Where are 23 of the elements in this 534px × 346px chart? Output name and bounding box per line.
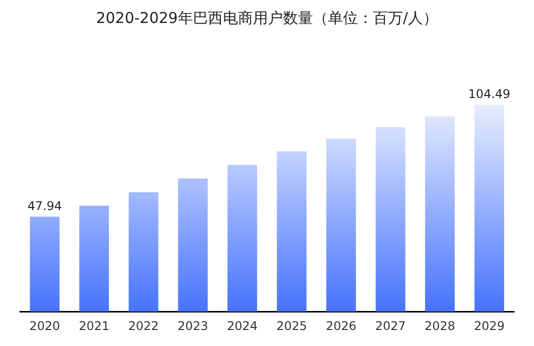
bar [276,151,307,312]
bar [425,116,455,312]
x-tick-label: 2023 [178,318,208,333]
x-tick-label: 2028 [424,318,456,333]
bar [79,206,109,312]
bar [474,104,504,312]
x-tick-label: 2029 [474,318,505,333]
x-tick-label: 2024 [227,318,258,333]
x-tick-label: 2027 [375,318,406,333]
chart-title: 2020-2029年巴西电商用户数量（单位：百万/人） [96,8,438,27]
data-label: 47.94 [28,198,62,213]
x-tick-label: 2022 [128,318,159,333]
x-tick-label: 2026 [326,318,356,333]
bar [227,164,258,312]
data-label: 104.49 [468,86,510,101]
bar [178,178,208,312]
bar [376,127,406,312]
bar [30,216,60,312]
x-tick-label: 2025 [276,318,307,333]
x-tick-label: 2021 [78,318,110,333]
bar [128,192,158,312]
bar [326,138,356,312]
x-tick-label: 2020 [29,318,60,333]
